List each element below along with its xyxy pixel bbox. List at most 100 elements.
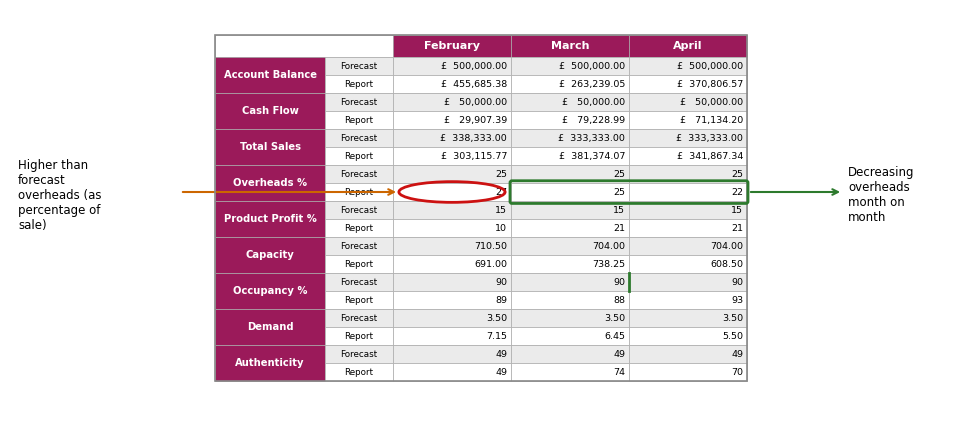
Text: 608.50: 608.50 — [710, 260, 743, 268]
Bar — [325, 237, 393, 255]
Bar — [393, 35, 511, 57]
Bar — [629, 291, 747, 309]
Text: 691.00: 691.00 — [474, 260, 507, 268]
Text: Higher than
forecast
overheads (as
percentage of
sale): Higher than forecast overheads (as perce… — [18, 158, 102, 231]
Bar — [393, 219, 511, 237]
Text: £  303,115.77: £ 303,115.77 — [441, 151, 507, 161]
Bar — [215, 237, 325, 273]
Bar — [215, 57, 325, 93]
Bar — [511, 345, 629, 363]
Text: £   50,000.00: £ 50,000.00 — [562, 98, 625, 106]
Text: £   79,228.99: £ 79,228.99 — [562, 116, 625, 125]
Text: 15: 15 — [613, 205, 625, 215]
Text: 49: 49 — [613, 349, 625, 359]
Bar — [511, 35, 629, 57]
Bar — [511, 273, 629, 291]
Bar — [215, 93, 325, 129]
Text: 88: 88 — [613, 296, 625, 304]
Text: £  500,000.00: £ 500,000.00 — [441, 62, 507, 70]
Text: 25: 25 — [613, 187, 625, 197]
Text: Report: Report — [345, 260, 373, 268]
Text: 15: 15 — [495, 205, 507, 215]
Text: 49: 49 — [495, 367, 507, 377]
Bar — [393, 165, 511, 183]
Bar — [511, 363, 629, 381]
Text: 90: 90 — [495, 278, 507, 286]
Bar — [393, 255, 511, 273]
Bar — [629, 129, 747, 147]
Text: Report: Report — [345, 80, 373, 88]
Text: 710.50: 710.50 — [474, 242, 507, 250]
Text: Account Balance: Account Balance — [224, 70, 317, 80]
Text: 704.00: 704.00 — [710, 242, 743, 250]
Bar — [393, 273, 511, 291]
Bar — [393, 363, 511, 381]
Text: Forecast: Forecast — [341, 349, 377, 359]
Bar — [325, 327, 393, 345]
Text: 22: 22 — [731, 187, 743, 197]
Bar — [215, 201, 325, 237]
Bar — [629, 309, 747, 327]
Bar — [325, 255, 393, 273]
Bar — [325, 165, 393, 183]
Text: £  381,374.07: £ 381,374.07 — [559, 151, 625, 161]
Text: 90: 90 — [613, 278, 625, 286]
Text: 49: 49 — [495, 349, 507, 359]
Bar — [629, 237, 747, 255]
Text: £  500,000.00: £ 500,000.00 — [559, 62, 625, 70]
Text: 70: 70 — [731, 367, 743, 377]
Text: Capacity: Capacity — [246, 250, 295, 260]
Text: Product Profit %: Product Profit % — [224, 214, 317, 224]
Text: Report: Report — [345, 116, 373, 125]
Bar — [511, 327, 629, 345]
Text: 7.15: 7.15 — [486, 331, 507, 341]
Bar — [393, 201, 511, 219]
Text: 738.25: 738.25 — [592, 260, 625, 268]
Bar — [629, 327, 747, 345]
Text: 27: 27 — [495, 187, 507, 197]
Bar — [325, 57, 393, 75]
Bar — [393, 327, 511, 345]
Bar — [629, 255, 747, 273]
Text: Forecast: Forecast — [341, 169, 377, 179]
Bar — [511, 57, 629, 75]
Bar — [629, 345, 747, 363]
Bar — [393, 129, 511, 147]
Text: Report: Report — [345, 224, 373, 232]
Text: Forecast: Forecast — [341, 133, 377, 143]
Text: 15: 15 — [731, 205, 743, 215]
Text: 89: 89 — [495, 296, 507, 304]
Bar — [511, 75, 629, 93]
Bar — [629, 147, 747, 165]
Bar — [325, 147, 393, 165]
Bar — [511, 201, 629, 219]
Bar — [215, 35, 747, 381]
Text: 21: 21 — [613, 224, 625, 232]
Bar — [325, 363, 393, 381]
Text: 93: 93 — [731, 296, 743, 304]
Text: 25: 25 — [495, 169, 507, 179]
Bar — [393, 237, 511, 255]
Bar — [325, 201, 393, 219]
Bar — [325, 309, 393, 327]
Text: 10: 10 — [495, 224, 507, 232]
Bar — [325, 111, 393, 129]
Text: Report: Report — [345, 151, 373, 161]
Text: £  263,239.05: £ 263,239.05 — [559, 80, 625, 88]
Text: Forecast: Forecast — [341, 98, 377, 106]
Bar — [629, 183, 747, 201]
Bar — [629, 363, 747, 381]
Bar — [325, 273, 393, 291]
Bar — [393, 183, 511, 201]
Bar — [393, 309, 511, 327]
Bar — [325, 291, 393, 309]
Bar — [629, 75, 747, 93]
Text: Authenticity: Authenticity — [235, 358, 304, 368]
Text: Decreasing
overheads
month on
month: Decreasing overheads month on month — [848, 166, 915, 224]
Bar — [511, 147, 629, 165]
Text: 74: 74 — [613, 367, 625, 377]
Text: 25: 25 — [731, 169, 743, 179]
Bar — [511, 93, 629, 111]
Bar — [629, 273, 747, 291]
Bar — [393, 291, 511, 309]
